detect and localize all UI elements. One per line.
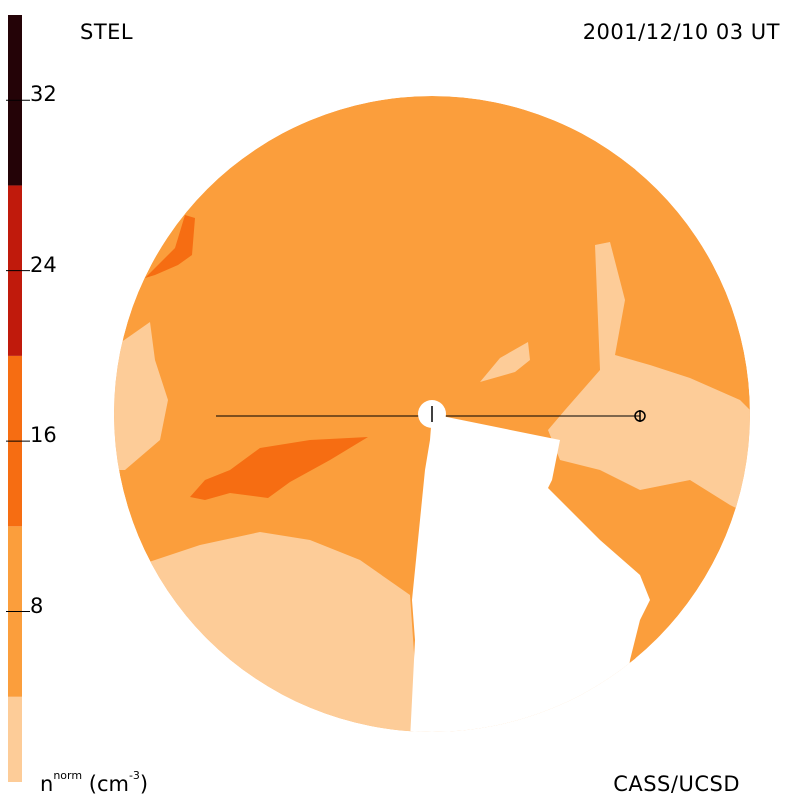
quantity-symbol: n: [40, 772, 54, 796]
dark-region-upper-left: [145, 215, 195, 278]
light-region-left: [114, 322, 168, 470]
colorbar-tick-32: 32: [30, 82, 57, 106]
unit-prefix: (cm: [88, 772, 129, 796]
colorbar-tick-16: 16: [30, 423, 57, 447]
unit-label: nnorm (cm-3): [40, 769, 149, 796]
unit-superscript: -3: [128, 769, 140, 782]
colorbar-band-0: [8, 696, 22, 782]
datetime-label: 2001/12/10 03 UT: [582, 20, 780, 44]
colorbar-tick-24: 24: [30, 253, 57, 277]
unit-suffix: ): [139, 772, 149, 796]
instrument-label: STEL: [80, 20, 134, 44]
earth-icon: [634, 410, 646, 422]
quantity-superscript: norm: [53, 769, 83, 782]
light-region-upper: [480, 342, 530, 382]
sun-icon: [418, 400, 446, 428]
light-region-right: [548, 242, 750, 520]
dark-region-mid: [190, 437, 368, 500]
no-data-wedge: [410, 414, 650, 732]
colorbar-tick-8: 8: [30, 594, 44, 618]
credit-label: CASS/UCSD: [613, 772, 740, 796]
